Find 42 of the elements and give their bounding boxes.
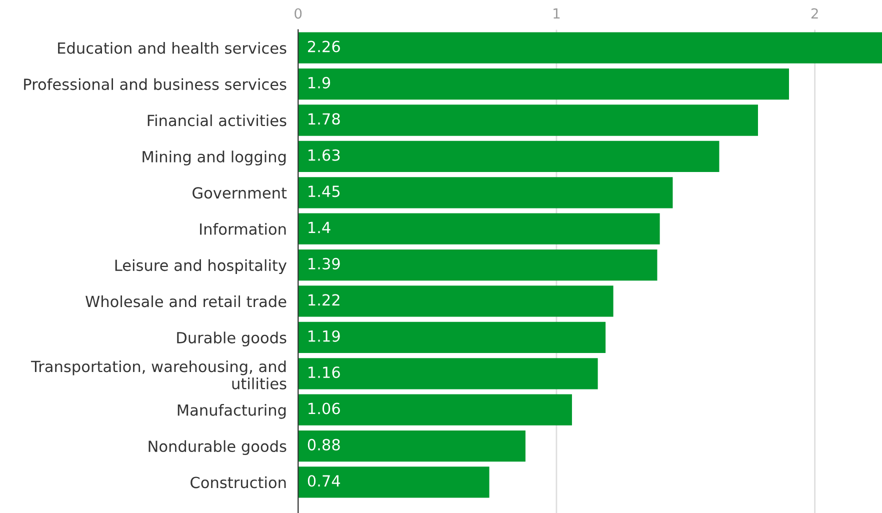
bar (298, 466, 490, 498)
data-label: 1.4 (308, 222, 330, 234)
bar (298, 286, 614, 317)
bar (298, 358, 598, 390)
bar (298, 177, 673, 208)
bar (298, 213, 660, 244)
data-label: 1.16 (308, 366, 340, 378)
y-tick-label: Nondurable goods (148, 440, 286, 456)
bar (298, 322, 606, 354)
y-tick-label: Transportation, warehousing, and utilities (30, 360, 286, 390)
x-tick-label: 1 (554, 8, 560, 19)
data-label: 1.06 (308, 402, 340, 414)
y-tick-label: Mining and logging (142, 150, 286, 166)
data-label: 1.22 (308, 294, 340, 306)
data-label: 1.9 (308, 76, 330, 88)
data-label: 0.88 (308, 438, 340, 450)
y-tick-label: Professional and business services (24, 78, 286, 90)
x-tick-label: 0 (294, 8, 302, 19)
y-tick-label: Information (200, 223, 286, 235)
bar (298, 140, 720, 172)
bar (298, 249, 658, 281)
y-tick-label: Wholesale and retail trade (86, 295, 286, 308)
data-label: 2.26 (308, 40, 340, 52)
data-label: 1.19 (308, 330, 340, 342)
y-tick-label: Construction (190, 476, 286, 488)
y-tick-label: Durable goods (177, 332, 286, 346)
y-tick-label: Leisure and hospitality (115, 259, 287, 274)
x-tick-label: 2 (811, 8, 818, 19)
bar (298, 104, 758, 136)
data-label: 1.63 (308, 149, 340, 161)
bar (298, 430, 526, 462)
y-tick-label: Financial activities (148, 114, 286, 126)
data-label: 0.74 (308, 475, 340, 487)
data-label: 1.39 (308, 258, 340, 270)
y-tick-label: Education and health services (58, 42, 286, 54)
data-label: 1.78 (308, 113, 340, 125)
data-label: 1.45 (308, 186, 340, 198)
bar (298, 394, 572, 426)
bar (298, 32, 882, 64)
y-tick-label: Government (192, 187, 287, 199)
y-tick-label: Manufacturing (178, 404, 286, 419)
bar (298, 68, 789, 100)
